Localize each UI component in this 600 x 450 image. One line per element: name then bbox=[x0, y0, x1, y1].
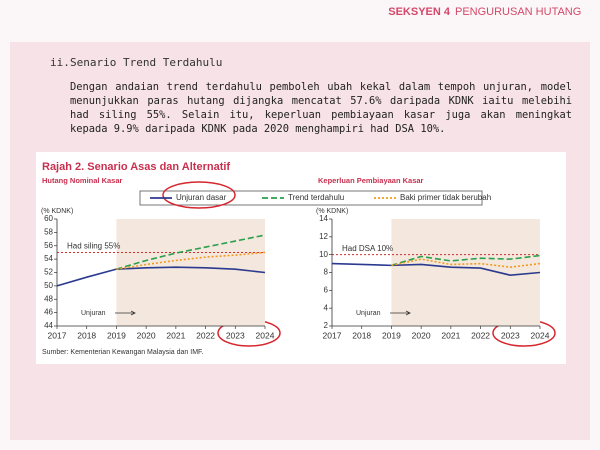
y-tick-label: 12 bbox=[319, 232, 328, 241]
legend-label: Unjuran dasar bbox=[176, 193, 227, 202]
y-tick-label: 54 bbox=[44, 254, 53, 263]
projection-shade bbox=[391, 219, 540, 326]
legend-label: Trend terdahulu bbox=[288, 193, 344, 202]
series-line bbox=[391, 254, 541, 267]
y-tick-label: 8 bbox=[324, 268, 329, 277]
header-section: SEKSYEN 4 bbox=[388, 6, 451, 18]
x-tick-label: 2020 bbox=[137, 330, 156, 340]
x-tick-label: 2022 bbox=[196, 330, 215, 340]
y-tick-label: 60 bbox=[44, 214, 53, 223]
annotation: Unjuran bbox=[81, 310, 106, 317]
x-tick-label: 2019 bbox=[382, 330, 401, 340]
y-tick-label: 56 bbox=[44, 241, 53, 250]
x-tick-label: 2021 bbox=[441, 330, 460, 340]
chart-title: Keperluan Pembiayaan Kasar bbox=[318, 176, 424, 185]
y-tick-label: 6 bbox=[324, 285, 329, 294]
legend-box bbox=[139, 190, 483, 206]
reference-label: Had DSA 10% bbox=[342, 244, 393, 253]
y-tick-label: 14 bbox=[319, 214, 328, 223]
x-tick-label: 2017 bbox=[323, 330, 342, 340]
y-axis-label: (% KDNK) bbox=[41, 208, 73, 215]
x-tick-label: 2023 bbox=[226, 330, 245, 340]
reference-label: Had siling 55% bbox=[67, 242, 120, 251]
y-tick-label: 58 bbox=[44, 227, 53, 236]
y-tick-label: 46 bbox=[44, 308, 53, 317]
x-tick-label: 2017 bbox=[48, 330, 67, 340]
y-tick-label: 50 bbox=[44, 281, 53, 290]
projection-shade bbox=[116, 219, 265, 326]
section-title: Senario Trend Terdahulu bbox=[70, 56, 222, 69]
section-number: ii. bbox=[50, 56, 70, 69]
y-axis-label: (% KDNK) bbox=[316, 208, 348, 215]
chart-title: Hutang Nominal Kasar bbox=[42, 176, 123, 185]
annotation: Unjuran bbox=[356, 310, 381, 317]
x-tick-label: 2024 bbox=[531, 330, 550, 340]
series-line bbox=[391, 258, 541, 268]
highlight-circle bbox=[162, 181, 236, 209]
figure-title: Rajah 2. Senario Asas dan Alternatif bbox=[42, 161, 230, 173]
x-tick-label: 2019 bbox=[107, 330, 126, 340]
legend-label: Baki primer tidak berubah bbox=[400, 193, 491, 202]
x-tick-label: 2024 bbox=[256, 330, 275, 340]
x-tick-label: 2023 bbox=[501, 330, 520, 340]
y-tick-label: 4 bbox=[324, 303, 329, 312]
annotation-arrow bbox=[390, 310, 411, 316]
y-tick-label: 10 bbox=[319, 250, 328, 259]
series-line bbox=[116, 251, 266, 270]
x-tick-label: 2021 bbox=[166, 330, 185, 340]
y-tick-label: 2 bbox=[324, 321, 329, 330]
annotation-arrow bbox=[115, 310, 136, 316]
series-line bbox=[56, 266, 266, 287]
x-tick-label: 2018 bbox=[352, 330, 371, 340]
x-tick-label: 2022 bbox=[471, 330, 490, 340]
x-tick-label: 2020 bbox=[412, 330, 431, 340]
paragraph: Dengan andaian trend terdahulu pemboleh … bbox=[70, 81, 572, 135]
y-tick-label: 48 bbox=[44, 294, 53, 303]
y-tick-label: 44 bbox=[44, 321, 53, 330]
header-title: PENGURUSAN HUTANG bbox=[455, 6, 581, 18]
y-tick-label: 52 bbox=[44, 268, 53, 277]
figure-source: Sumber: Kementerian Kewangan Malaysia da… bbox=[42, 349, 204, 356]
x-tick-label: 2018 bbox=[77, 330, 96, 340]
series-line bbox=[116, 234, 266, 270]
series-line bbox=[331, 262, 541, 276]
